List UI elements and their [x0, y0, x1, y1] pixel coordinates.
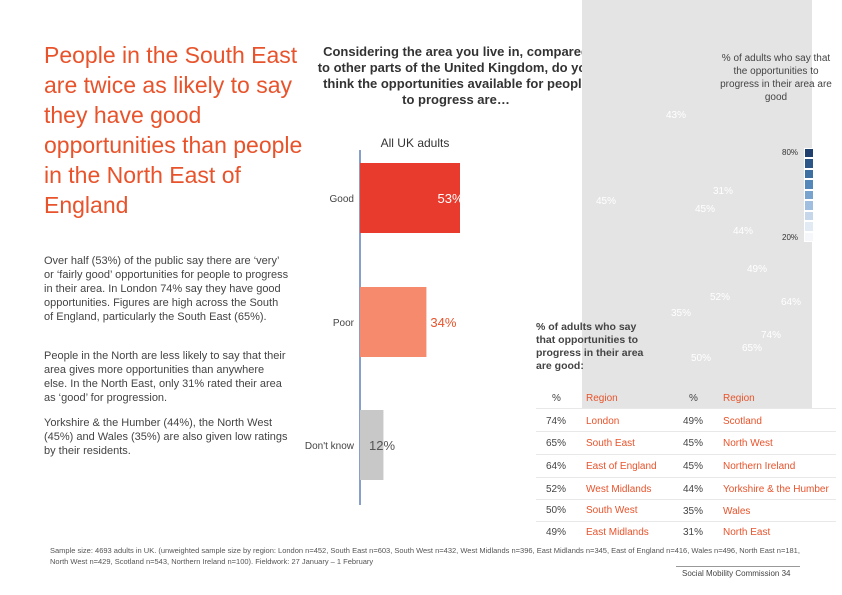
- category-label: Don't know: [305, 441, 355, 452]
- body-paragraph-3: Yorkshire & the Humber (44%), the North …: [44, 417, 288, 457]
- category-label: Good: [330, 194, 354, 205]
- table-region: West Midlands: [586, 484, 652, 495]
- map-label: 74%: [761, 330, 782, 341]
- table-value: 45%: [683, 461, 704, 472]
- table-region: South East: [586, 438, 635, 449]
- table-divider: [536, 499, 836, 500]
- table-divider: [536, 431, 836, 432]
- legend-max-label: 80%: [782, 148, 799, 157]
- footer-rule: [676, 566, 800, 567]
- table-value: 31%: [683, 527, 704, 538]
- legend-swatch: [804, 210, 814, 222]
- table-header-value: %: [689, 393, 698, 404]
- legend-swatch: [804, 221, 814, 232]
- footnote: Sample size: 4693 adults in UK. (unweigh…: [50, 546, 800, 566]
- table-region: London: [586, 416, 620, 427]
- value-label: 12%: [369, 438, 395, 453]
- legend-swatch: [804, 231, 814, 242]
- table-region: Northern Ireland: [723, 461, 796, 472]
- map-label: 64%: [781, 297, 802, 308]
- map-panel: [582, 0, 812, 408]
- table-divider: [536, 521, 836, 522]
- table-region: North East: [723, 527, 771, 538]
- table-title: % of adults who say that opportunities t…: [536, 321, 644, 372]
- table-region: South West: [586, 505, 638, 516]
- table-divider: [536, 408, 836, 409]
- map-label: 49%: [747, 264, 768, 275]
- table-divider: [536, 477, 836, 478]
- body-paragraph-1: Over half (53%) of the public say there …: [44, 255, 289, 323]
- map-label: 50%: [691, 353, 712, 364]
- legend-swatch: [804, 189, 814, 201]
- bar-0: [360, 163, 460, 233]
- table-value: 74%: [546, 416, 567, 427]
- legend-swatch: [804, 168, 814, 180]
- table-value: 52%: [546, 484, 567, 495]
- table-value: 35%: [683, 506, 704, 517]
- map-label: 31%: [713, 186, 734, 197]
- legend-swatch: [804, 179, 814, 190]
- table-header-value: %: [552, 393, 561, 404]
- table-header-region: Region: [723, 393, 755, 404]
- table-value: 49%: [683, 416, 704, 427]
- table-value: 45%: [683, 438, 704, 449]
- table-region: North West: [723, 438, 773, 449]
- map-label: 44%: [733, 226, 754, 237]
- bar-1: [360, 287, 427, 357]
- bar-2: [360, 410, 384, 480]
- value-label: 53%: [438, 191, 460, 206]
- value-label: 34%: [430, 315, 456, 330]
- map-label: 65%: [742, 343, 763, 354]
- table-value: 49%: [546, 527, 567, 538]
- map-legend-scale: [804, 148, 814, 242]
- map-label: 35%: [671, 308, 692, 319]
- table-header-region: Region: [586, 393, 618, 404]
- table-region: Scotland: [723, 416, 762, 427]
- map-legend-title: % of adults who say that the opportuniti…: [720, 53, 832, 103]
- table-value: 64%: [546, 461, 567, 472]
- legend-swatch: [804, 200, 814, 211]
- legend-swatch: [804, 148, 814, 159]
- table-region: Wales: [723, 506, 751, 517]
- category-label: Poor: [333, 318, 355, 329]
- table-region: Yorkshire & the Humber: [723, 484, 829, 495]
- map-label: 45%: [695, 204, 716, 215]
- table-divider: [536, 454, 836, 455]
- table-region: East Midlands: [586, 527, 649, 538]
- map-label: 45%: [596, 196, 617, 207]
- table-value: 50%: [546, 505, 567, 516]
- table-region: East of England: [586, 461, 657, 472]
- legend-swatch: [804, 158, 814, 169]
- headline: People in the South East are twice as li…: [44, 42, 303, 218]
- map-label: 43%: [666, 110, 687, 121]
- footer: Social Mobility Commission 34: [682, 569, 791, 578]
- survey-question: Considering the area you live in, compar…: [317, 44, 595, 107]
- map-label: 52%: [710, 292, 731, 303]
- legend-min-label: 20%: [782, 233, 799, 242]
- table-value: 44%: [683, 484, 704, 495]
- table-value: 65%: [546, 438, 567, 449]
- bar-chart: Good 53% Poor 34% Don't know 12%: [305, 150, 460, 505]
- body-paragraph-2: People in the North are less likely to s…: [44, 350, 286, 404]
- chart-subtitle: All UK adults: [380, 136, 450, 150]
